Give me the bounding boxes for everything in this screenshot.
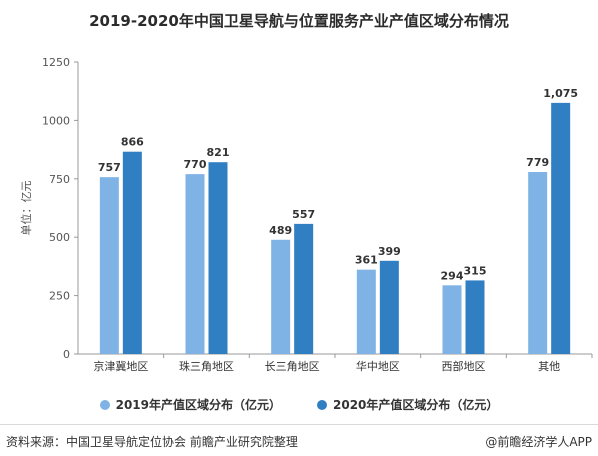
data-label: 757 bbox=[98, 161, 121, 174]
brand-text: @前瞻经济学人APP bbox=[485, 435, 592, 449]
bar-2020 bbox=[465, 280, 485, 354]
data-label: 315 bbox=[464, 264, 487, 277]
footer: 资料来源：中国卫星导航定位协会 前瞻产业研究院整理 @前瞻经济学人APP bbox=[0, 424, 598, 456]
data-label: 821 bbox=[207, 146, 230, 159]
y-tick-label: 1000 bbox=[42, 114, 70, 127]
legend-item-2020: 2020年产值区域分布（亿元） bbox=[317, 396, 498, 413]
bar-2020 bbox=[122, 151, 142, 354]
data-label: 1,075 bbox=[543, 87, 578, 100]
data-label: 779 bbox=[526, 156, 549, 169]
x-tick-label: 珠三角地区 bbox=[179, 359, 234, 373]
bar-2020 bbox=[294, 223, 314, 354]
y-tick-label: 750 bbox=[49, 173, 70, 186]
bar-2019 bbox=[528, 172, 548, 354]
legend-label-2020: 2020年产值区域分布（亿元） bbox=[333, 398, 499, 412]
data-label: 294 bbox=[441, 269, 464, 282]
data-label: 489 bbox=[269, 224, 292, 237]
data-label: 866 bbox=[121, 136, 144, 149]
data-label: 361 bbox=[355, 254, 378, 267]
x-tick-label: 其他 bbox=[538, 360, 560, 373]
legend-marker-2020 bbox=[317, 399, 327, 410]
bar-2020 bbox=[551, 102, 571, 354]
legend-marker-2019 bbox=[99, 399, 110, 410]
x-tick-label: 西部地区 bbox=[442, 359, 486, 373]
bar-2019 bbox=[185, 174, 205, 354]
y-tick-label: 0 bbox=[63, 348, 70, 361]
bar-2019 bbox=[99, 177, 119, 354]
y-tick-label: 500 bbox=[49, 231, 70, 244]
source-text: 资料来源：中国卫星导航定位协会 前瞻产业研究院整理 bbox=[6, 435, 298, 449]
bar-2020 bbox=[208, 162, 228, 354]
bar-2019 bbox=[442, 285, 462, 354]
y-tick-label: 250 bbox=[49, 290, 70, 303]
data-label: 557 bbox=[292, 208, 315, 221]
legend: 2019年产值区域分布（亿元） 2020年产值区域分布（亿元） bbox=[0, 396, 598, 413]
x-tick-label: 京津冀地区 bbox=[93, 359, 148, 373]
chart-title: 2019-2020年中国卫星导航与位置服务产业产值区域分布情况 bbox=[89, 12, 509, 30]
y-axis-label: 单位：亿元 bbox=[19, 181, 33, 236]
x-tick-label: 华中地区 bbox=[356, 359, 400, 373]
legend-item-2019: 2019年产值区域分布（亿元） bbox=[99, 396, 281, 413]
bar-2019 bbox=[271, 239, 291, 354]
legend-label-2019: 2019年产值区域分布（亿元） bbox=[115, 398, 281, 412]
data-label: 399 bbox=[378, 245, 401, 258]
bar-2020 bbox=[379, 260, 399, 354]
bar-2019 bbox=[356, 269, 376, 354]
data-label: 770 bbox=[184, 158, 207, 171]
x-tick-label: 长三角地区 bbox=[265, 360, 320, 373]
y-tick-label: 1250 bbox=[42, 56, 70, 69]
